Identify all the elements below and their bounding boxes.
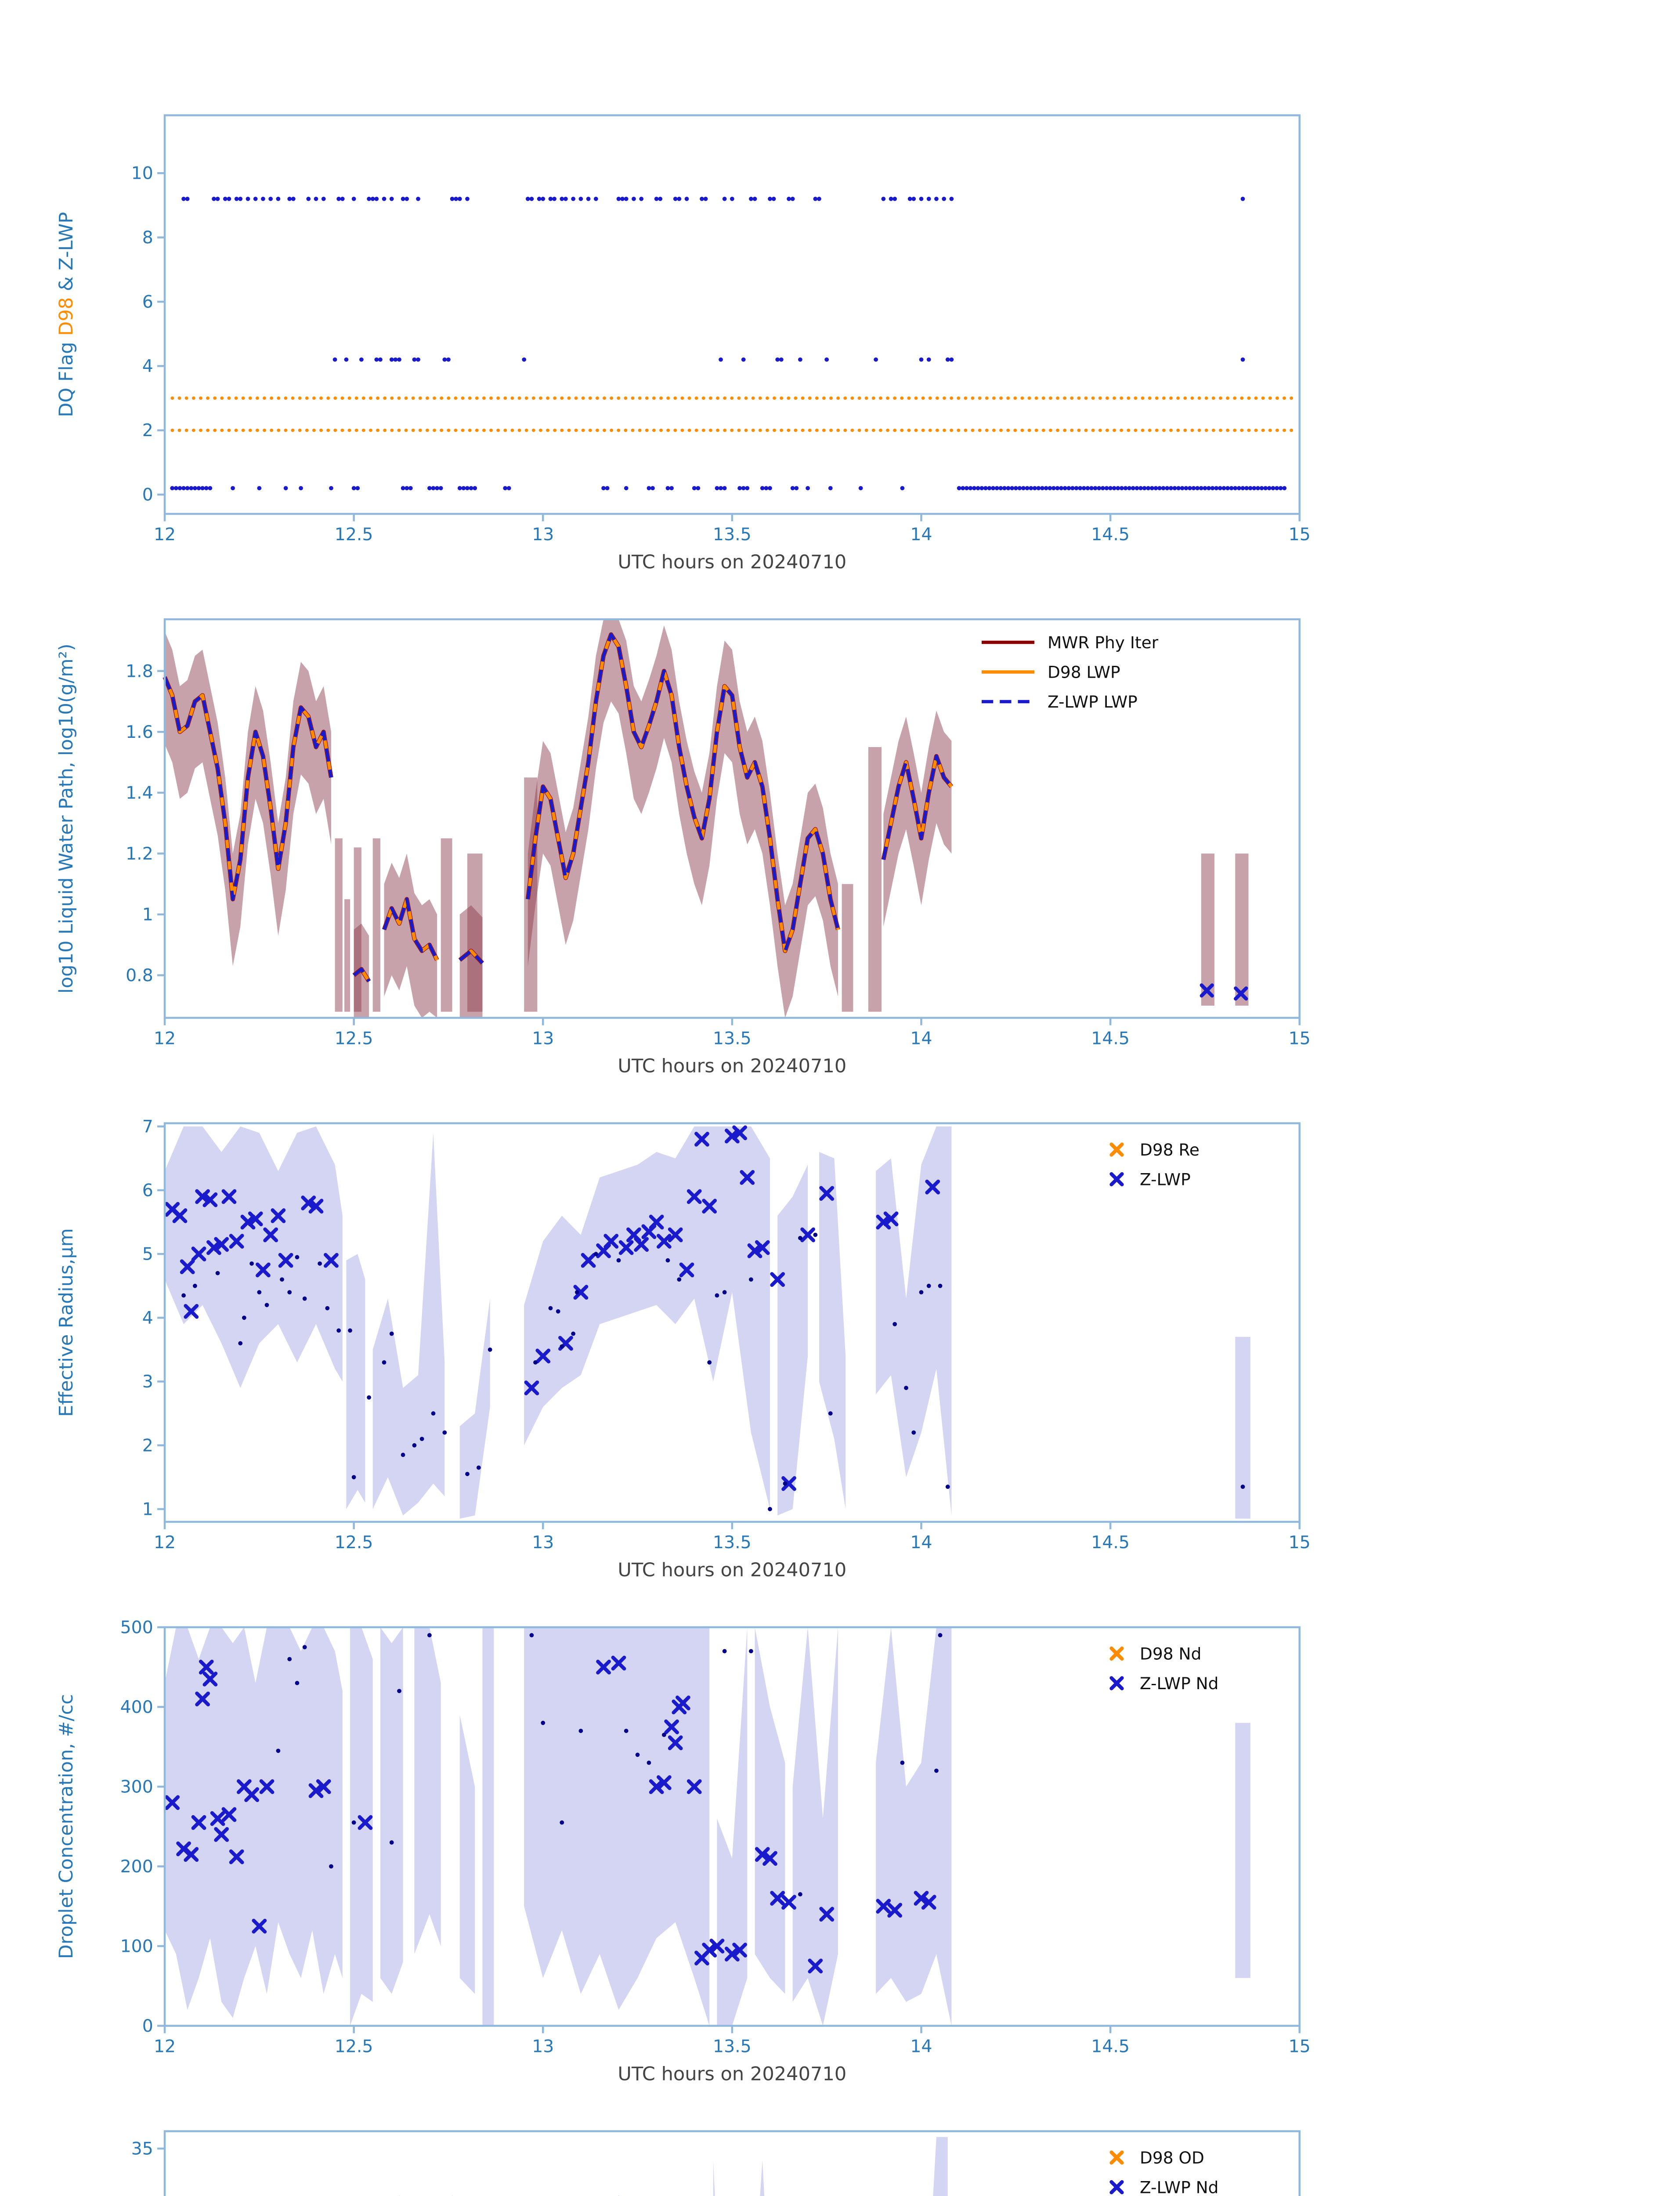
lwp-ylabel: log10 Liquid Water Path, log10(g/m²) [55,643,77,993]
optical-depth-axes-box [163,2130,1301,2196]
lwp-xtick-label: 14.5 [1091,1029,1130,1049]
lwp-xtick-label: 12.5 [335,1029,373,1049]
dq-flag-ytick-label: 6 [142,292,153,312]
effective-radius-xtick-label: 13 [532,1532,554,1553]
dq-flag-ytick-label: 10 [131,163,153,184]
effective-radius-xlabel: UTC hours on 20240710 [618,1559,846,1581]
effective-radius-xtick-label: 12 [154,1532,176,1553]
zlwp-flag-0 [170,486,1287,491]
effective-radius-legend-label: D98 Re [1140,1140,1199,1159]
zlwp-flag-4 [332,357,1245,362]
droplet-concentration-zlwp-x-markers [165,1655,936,1974]
droplet-concentration-xtick-label: 13 [532,2037,554,2057]
lwp-legend: MWR Phy Iter D98 LWP Z-LWP LWP [982,633,1159,712]
lwp-xlabel: UTC hours on 20240710 [618,1055,846,1077]
lwp-xtick-label: 13 [532,1029,554,1049]
dq-flag-xtick-label: 14.5 [1091,524,1130,545]
dq-flag-xlabel: UTC hours on 20240710 [618,551,846,573]
lwp-ytick-label: 1 [142,904,153,925]
effective-radius-xtick-label: 13.5 [713,1532,751,1553]
optical-depth-legend: D98 OD Z-LWP Nd [1109,2148,1218,2196]
droplet-concentration-ytick-label: 100 [120,1936,153,1957]
droplet-concentration-xtick-label: 14.5 [1091,2037,1130,2057]
dq-flag-xtick-label: 14 [910,524,932,545]
panel-lwp: 12 12.5 13 13.5 14 14.5 15 0.8 1 1.2 1.4 1.6 1.8 UTC … [55,618,1311,1077]
lwp-isolated-markers [1199,983,1248,1001]
droplet-concentration-xtick-label: 14 [910,2037,932,2057]
lwp-ytick-label: 0.8 [126,965,153,986]
lwp-ytick-label: 1.8 [126,661,153,681]
optical-depth-band [399,2137,948,2196]
effective-radius-ytick-label: 5 [142,1244,153,1264]
effective-radius-ytick-label: 4 [142,1308,153,1328]
effective-radius-ytick-label: 1 [142,1499,153,1519]
droplet-concentration-legend: D98 Nd Z-LWP Nd [1109,1644,1218,1693]
lwp-legend-label: D98 LWP [1048,663,1120,682]
lwp-ytick-label: 1.2 [126,844,153,864]
dq-flag-axes-box [163,114,1301,515]
dq-flag-xtick-label: 12 [154,524,176,545]
droplet-concentration-legend-label: D98 Nd [1140,1644,1201,1664]
lwp-xtick-label: 15 [1289,1029,1311,1049]
lwp-legend-label: Z-LWP LWP [1048,692,1138,712]
lwp-ytick-label: 1.4 [126,783,153,803]
droplet-concentration-ytick-label: 400 [120,1697,153,1717]
effective-radius-ytick-label: 6 [142,1180,153,1200]
droplet-concentration-ylabel: Droplet Concentration, #/cc [55,1694,77,1959]
droplet-concentration-ytick-label: 200 [120,1856,153,1877]
effective-radius-ytick-label: 7 [142,1116,153,1137]
panel-dq-flag: 12 12.5 13 13.5 14 14.5 15 0 2 4 6 8 10 UTC hours on … [55,114,1311,573]
droplet-concentration-xtick-label: 13.5 [713,2037,751,2057]
effective-radius-band [165,1126,1250,1519]
droplet-concentration-ytick-label: 0 [142,2016,153,2036]
effective-radius-ytick-label: 2 [142,1435,153,1456]
droplet-concentration-xtick-label: 12 [154,2037,176,2057]
droplet-concentration-band [165,1627,1250,2026]
lwp-legend-label: MWR Phy Iter [1048,633,1159,652]
droplet-concentration-small-dots [276,1633,943,1896]
optical-depth-legend-label: D98 OD [1140,2148,1204,2167]
dq-flag-xtick-label: 12.5 [335,524,373,545]
dq-flag-ytick-label: 0 [142,485,153,505]
lwp-line-z-lwp-lwp [163,633,953,982]
effective-radius-legend-label: Z-LWP [1140,1170,1191,1189]
dq-flag-xtick-label: 15 [1289,524,1311,545]
dq-flag-ylabel: DQ Flag D98 & Z-LWP [55,212,77,417]
dq-flag-ytick-label: 2 [142,420,153,441]
dq-flag-ytick-label: 8 [142,228,153,248]
droplet-concentration-legend-label: Z-LWP Nd [1140,1674,1218,1693]
effective-radius-ylabel: Effective Radius,µm [55,1228,77,1417]
lwp-xtick-label: 14 [910,1029,932,1049]
effective-radius-xtick-label: 15 [1289,1532,1311,1553]
droplet-concentration-ytick-label: 300 [120,1777,153,1797]
dq-flag-xtick-label: 13 [532,524,554,545]
lwp-xtick-label: 12 [154,1029,176,1049]
effective-radius-xtick-label: 12.5 [335,1532,373,1553]
optical-depth-legend-label: Z-LWP Nd [1140,2178,1218,2196]
lwp-xtick-label: 13.5 [713,1029,751,1049]
effective-radius-zlwp-x-markers [165,1125,940,1491]
droplet-concentration-xlabel: UTC hours on 20240710 [618,2063,846,2085]
effective-radius-xtick-label: 14 [910,1532,932,1553]
effective-radius-small-dots [181,1232,1245,1511]
panel-droplet-concentration: 12 12.5 13 13.5 14 14.5 15 0 100 200 300 400 500 UTC … [55,1618,1311,2085]
droplet-concentration-xtick-label: 15 [1289,2037,1311,2057]
dq-flag-ytick-label: 4 [142,356,153,376]
optical-depth-ytick-label: 35 [131,2138,153,2159]
zlwp-flag-9 [181,196,1245,201]
lwp-ytick-label: 1.6 [126,722,153,742]
droplet-concentration-xtick-label: 12.5 [335,2037,373,2057]
droplet-concentration-ytick-label: 500 [120,1618,153,1638]
dq-flag-xtick-label: 13.5 [713,524,751,545]
effective-radius-xtick-label: 14.5 [1091,1532,1130,1553]
effective-radius-legend: D98 Re Z-LWP [1109,1140,1199,1189]
effective-radius-ytick-label: 3 [142,1372,153,1392]
